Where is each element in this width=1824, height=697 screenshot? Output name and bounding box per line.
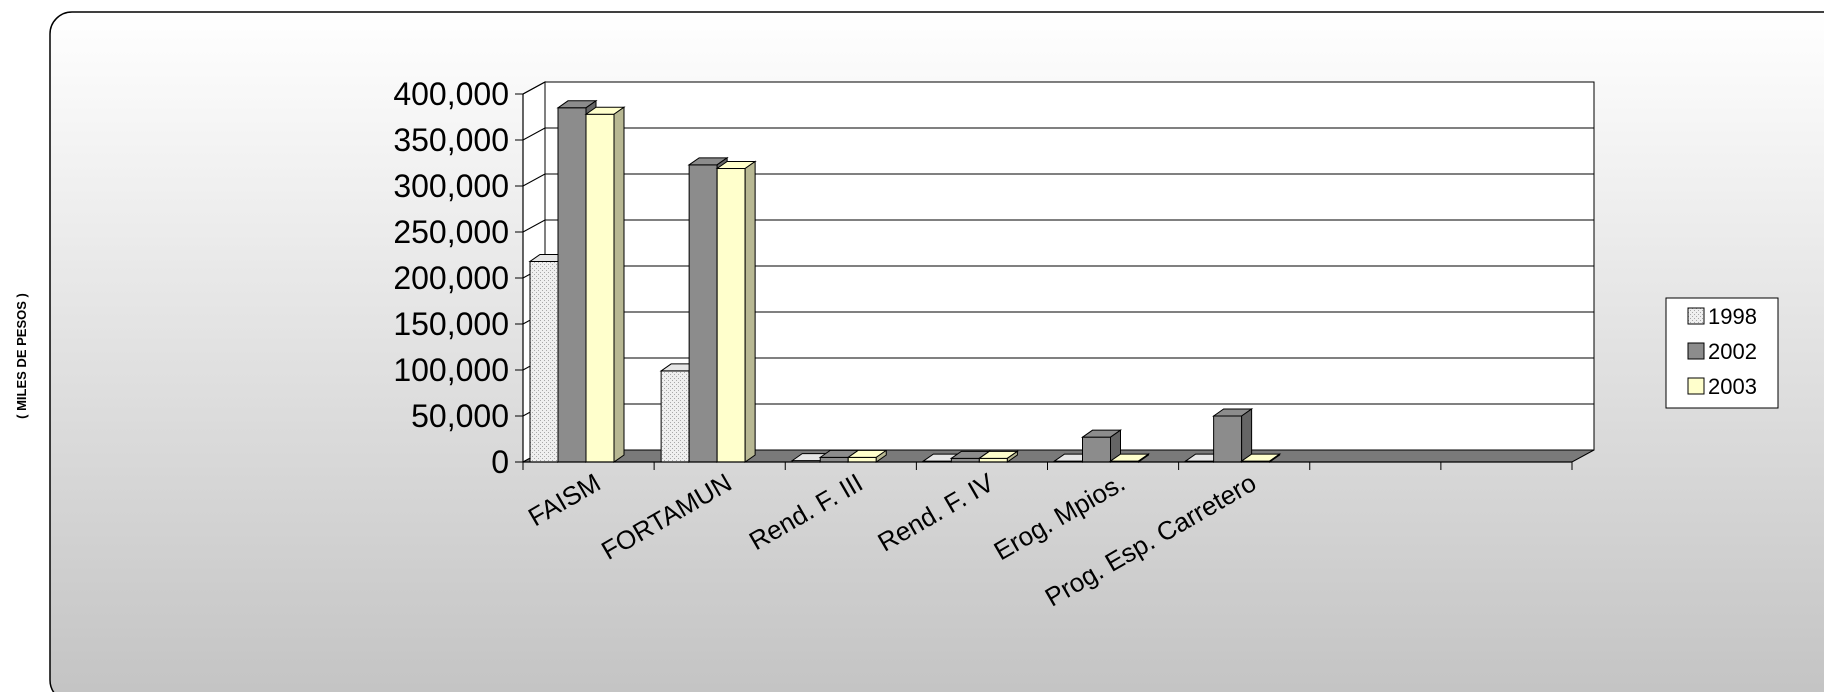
legend-label: 2003 xyxy=(1708,374,1757,399)
bar-front xyxy=(660,370,690,463)
legend-box xyxy=(1665,297,1779,409)
bar-side xyxy=(613,106,625,463)
y-tick-label: 150,000 xyxy=(393,306,509,342)
y-axis-title: ( MILES DE PESOS ) xyxy=(14,293,29,419)
y-tick-label: 350,000 xyxy=(393,122,509,158)
bar-side xyxy=(1006,450,1018,463)
gridline-side xyxy=(522,219,546,233)
bar-front xyxy=(847,456,877,463)
bar[interactable] xyxy=(715,160,757,463)
gridline-side xyxy=(522,127,546,141)
legend-label: 1998 xyxy=(1708,304,1757,329)
y-tick-label: 100,000 xyxy=(393,352,509,388)
bar[interactable] xyxy=(846,449,888,463)
bar-front xyxy=(688,164,718,463)
bar-front xyxy=(585,113,615,463)
y-tick-label: 300,000 xyxy=(393,168,509,204)
y-tick-label: 50,000 xyxy=(411,398,509,434)
bar-front xyxy=(1213,415,1243,463)
bar[interactable] xyxy=(584,106,626,463)
bar[interactable] xyxy=(1212,408,1254,463)
gridline-side xyxy=(522,81,546,95)
legend-swatch xyxy=(1687,307,1705,325)
gridline-side xyxy=(522,173,546,187)
bar-front xyxy=(1082,436,1111,463)
legend-swatch xyxy=(1687,342,1705,360)
bar-front xyxy=(557,107,587,463)
bar[interactable] xyxy=(977,450,1019,463)
bar-side xyxy=(744,160,756,463)
bar-front xyxy=(716,168,746,463)
y-tick-label: 0 xyxy=(491,444,509,480)
y-tick-label: 400,000 xyxy=(393,76,509,112)
bar-side xyxy=(875,449,887,463)
y-tick-label: 250,000 xyxy=(393,214,509,250)
y-tick-label: 200,000 xyxy=(393,260,509,296)
legend-swatch xyxy=(1687,377,1705,395)
bar[interactable] xyxy=(1240,453,1282,463)
legend-label: 2002 xyxy=(1708,339,1757,364)
bar-front xyxy=(529,260,559,463)
bar-front xyxy=(819,456,849,463)
bar[interactable] xyxy=(1080,429,1123,463)
bar-side xyxy=(1241,408,1253,463)
